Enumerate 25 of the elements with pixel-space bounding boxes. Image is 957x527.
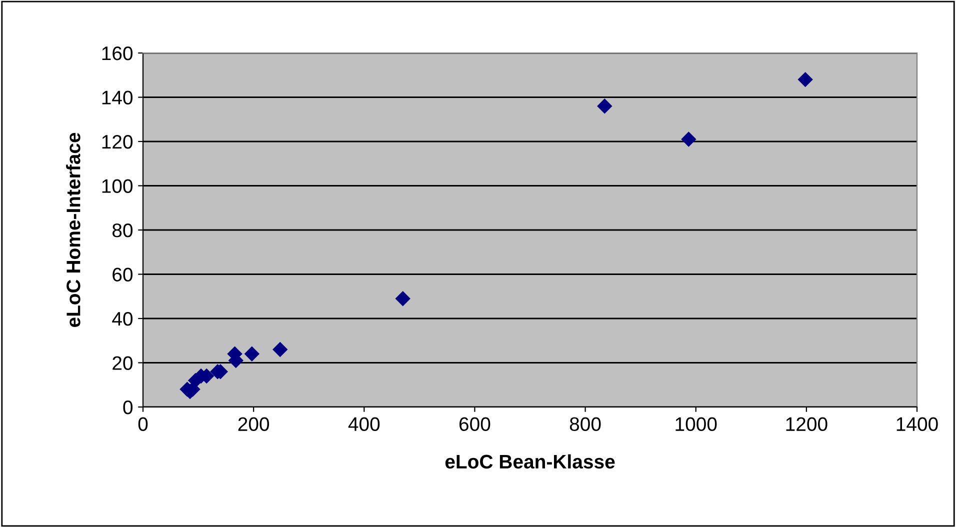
y-tick-label: 100: [102, 179, 133, 193]
y-tick-label: 160: [102, 46, 133, 60]
x-tick-label: 0: [138, 417, 148, 432]
point: [395, 290, 410, 306]
x-tick-label: 1200: [786, 417, 828, 432]
y-tick-label: 40: [112, 312, 133, 326]
y-tick-label: 80: [112, 223, 133, 238]
point: [597, 98, 612, 114]
point: [681, 132, 696, 147]
y-tick-label: 140: [102, 90, 133, 104]
x-tick-label: 600: [459, 417, 490, 432]
y-axis-title: eLoC Home-Interface: [66, 132, 80, 328]
point: [244, 346, 260, 362]
y-tick-label: 60: [112, 268, 133, 282]
y-tick-label: 120: [102, 134, 133, 149]
y-tick-label: 20: [112, 356, 133, 370]
y-tick-label: 0: [123, 400, 133, 414]
x-tick-label: 1400: [896, 417, 938, 432]
x-tick-label: 1000: [676, 417, 717, 432]
x-tick-label: 800: [570, 417, 601, 432]
point: [272, 342, 288, 358]
x-axis-title: eLoC Bean-Klasse: [445, 454, 615, 469]
point: [798, 72, 813, 88]
x-tick-label: 200: [238, 417, 270, 432]
x-tick-label: 400: [348, 417, 380, 432]
